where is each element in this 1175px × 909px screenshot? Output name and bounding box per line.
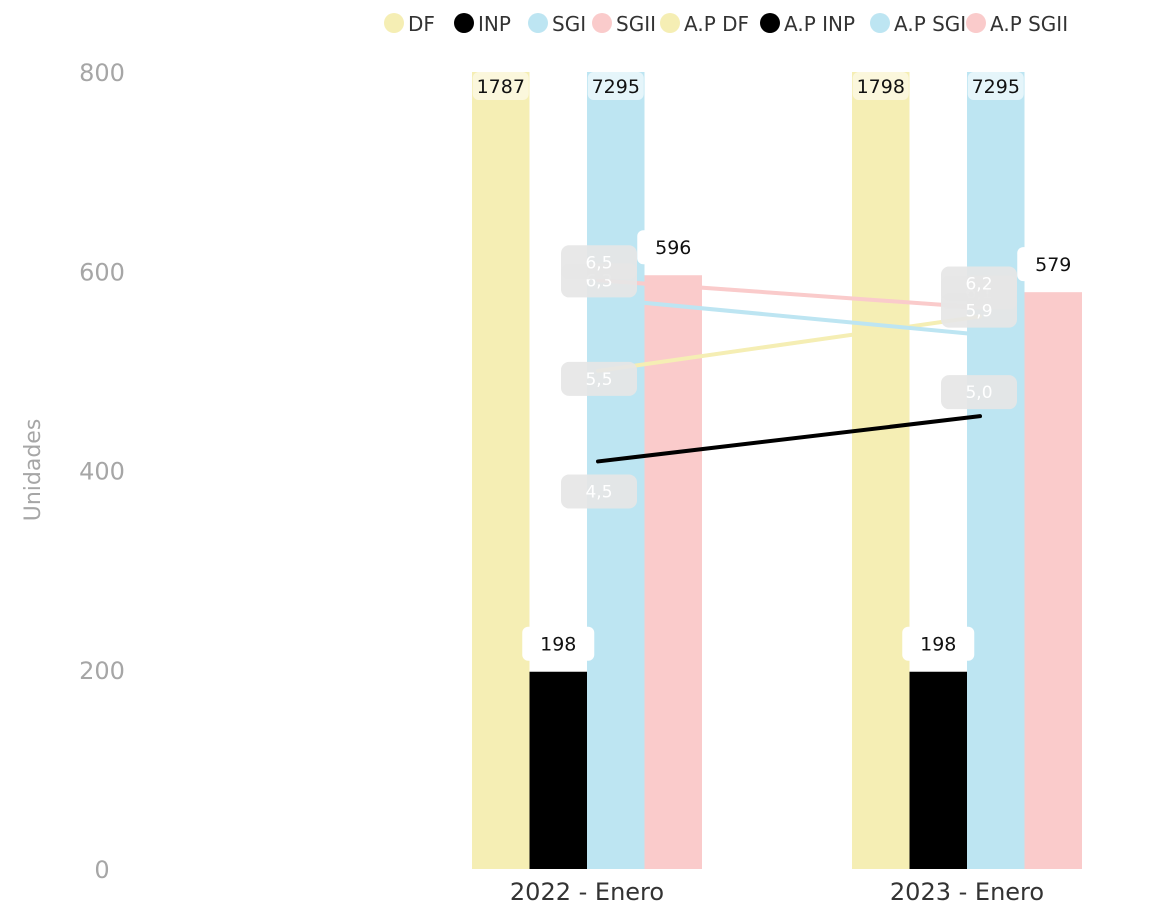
y-axis: Unidades 0 200 400 600 800 — [21, 59, 125, 884]
legend-marker-inp — [454, 13, 474, 33]
line-data-label: 5,5 — [585, 370, 612, 390]
x-tick-label: 2022 - Enero — [510, 878, 664, 906]
lines — [596, 278, 982, 464]
legend-item-sgii: SGII — [616, 12, 656, 36]
line-label-bg — [561, 245, 637, 280]
bar-sgii — [644, 275, 702, 869]
line-label-bg — [941, 293, 1017, 328]
data-label-bg — [1017, 247, 1090, 282]
bar-df — [472, 72, 530, 869]
line-data-label: 6,5 — [585, 253, 612, 273]
line-data-label: 4,5 — [585, 482, 612, 502]
legend-item-a-p-inp: A.P INP — [784, 12, 855, 36]
legend-marker-a-p-df — [660, 13, 680, 33]
y-tick-label: 800 — [79, 59, 125, 87]
data-label-bg — [522, 626, 595, 661]
bar-df — [852, 72, 910, 869]
bar-inp — [529, 671, 587, 869]
y-tick-label: 400 — [79, 458, 125, 486]
bar-sgi — [587, 72, 645, 869]
y-tick-label: 600 — [79, 258, 125, 286]
x-tick-label: 2023 - Enero — [890, 878, 1044, 906]
legend-marker-a-p-inp — [760, 13, 780, 33]
line-label-bg — [941, 375, 1017, 410]
line-a-p-sgi — [596, 296, 982, 337]
line-label-bg — [561, 361, 637, 396]
y-axis-label: Unidades — [21, 419, 46, 522]
data-label-bg — [967, 72, 1024, 100]
y-tick-label: 200 — [79, 657, 125, 685]
line-label-bg — [561, 474, 637, 509]
legend[interactable]: DF INP SGI SGII A.P DF A.P INP A.P SGI A.P SGII — [384, 12, 1068, 36]
legend-marker-a-p-sgii — [966, 13, 986, 33]
line-data-label: 5,0 — [965, 383, 992, 403]
data-label: 198 — [540, 634, 576, 656]
legend-item-inp: INP — [478, 12, 511, 36]
legend-item-a-p-df: A.P DF — [684, 12, 749, 36]
legend-marker-a-p-sgi — [870, 13, 890, 33]
bar-inp — [909, 671, 967, 869]
data-label-bg — [637, 230, 710, 265]
x-axis: 2022 - Enero 2023 - Enero — [510, 878, 1044, 906]
line-a-p-inp — [596, 414, 982, 464]
line-a-p-sgii — [596, 278, 982, 310]
legend-item-sgi: SGI — [552, 12, 586, 36]
data-label-bg — [852, 72, 909, 100]
legend-marker-sgi — [528, 13, 548, 33]
legend-item-a-p-sgii: A.P SGII — [990, 12, 1068, 36]
data-label: 596 — [655, 237, 691, 259]
line-label-bg — [941, 266, 1017, 301]
bar-sgi — [967, 72, 1025, 869]
data-label: 7295 — [592, 76, 640, 98]
legend-marker-sgii — [592, 13, 612, 33]
line-labels: 5,56,14,55,06,35,96,56,2 — [561, 245, 1017, 509]
line-data-label: 5,9 — [965, 302, 992, 322]
data-label: 198 — [920, 634, 956, 656]
data-label: 7295 — [972, 76, 1020, 98]
y-tick-label: 0 — [94, 856, 109, 884]
data-label: 1787 — [477, 76, 525, 98]
bar-sgii — [1024, 292, 1082, 869]
data-label: 579 — [1035, 254, 1071, 276]
data-label-bg — [902, 626, 975, 661]
data-label: 1798 — [857, 76, 905, 98]
legend-item-df: DF — [408, 12, 435, 36]
line-a-p-df — [596, 314, 982, 373]
data-label-bg — [472, 72, 529, 100]
line-data-label: 6,2 — [965, 274, 992, 294]
legend-item-a-p-sgi: A.P SGI — [894, 12, 966, 36]
legend-marker-df — [384, 13, 404, 33]
bar-labels: 1787 1798 198 198 7295 7295 596 579 — [472, 72, 1090, 661]
data-label-bg — [587, 72, 644, 100]
bars — [472, 72, 1082, 869]
